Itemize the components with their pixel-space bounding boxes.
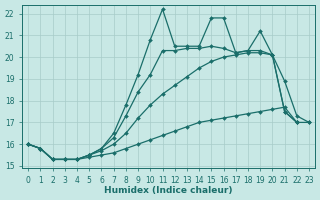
X-axis label: Humidex (Indice chaleur): Humidex (Indice chaleur) bbox=[104, 186, 233, 195]
